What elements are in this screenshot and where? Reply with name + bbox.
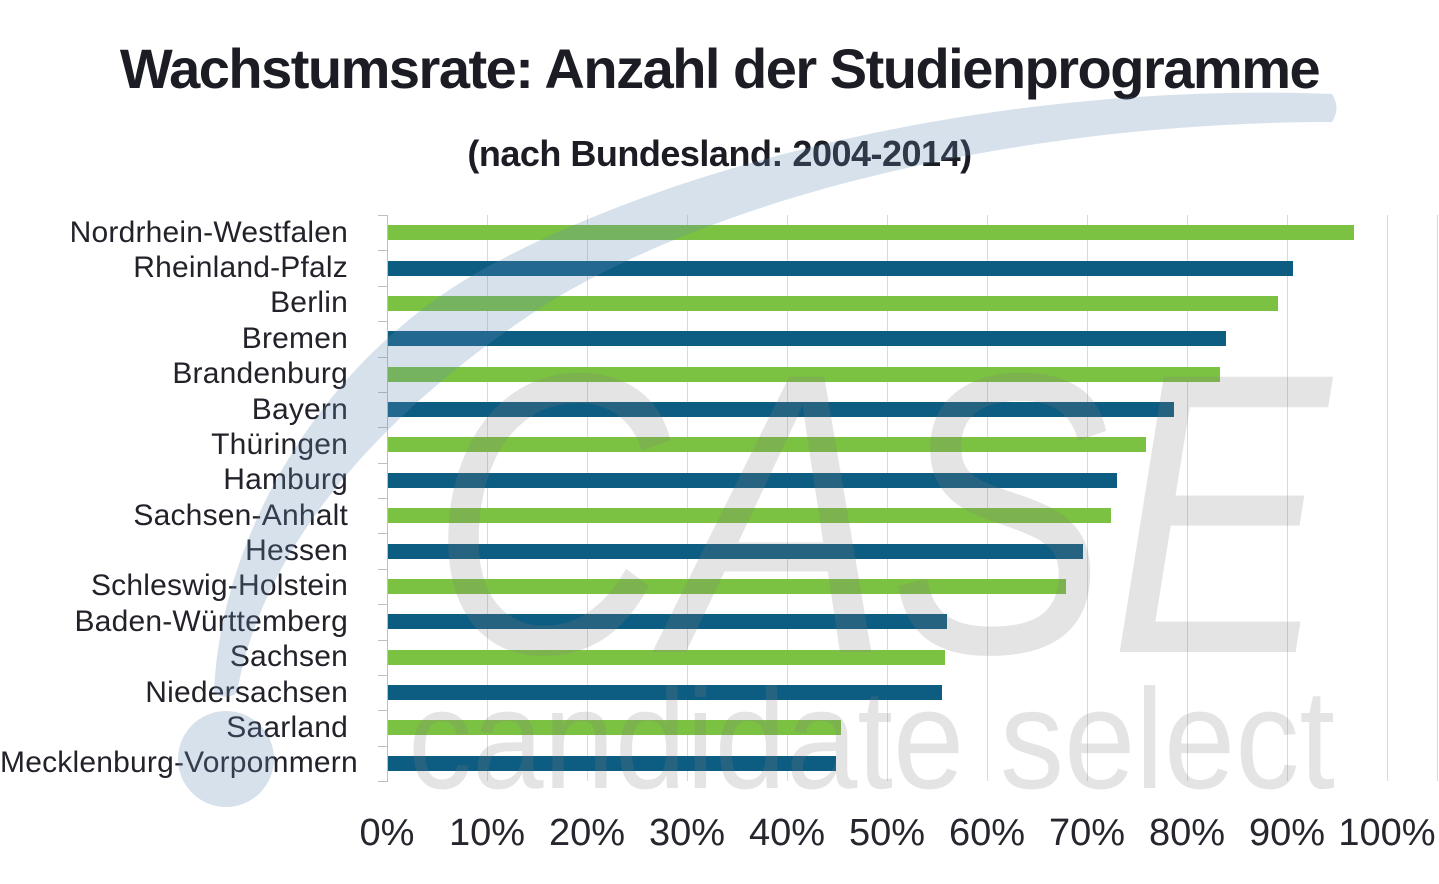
x-tick-label-30: 30% bbox=[648, 812, 726, 854]
plot-right-border bbox=[1437, 215, 1438, 781]
category-label-bayern: Bayern bbox=[251, 393, 348, 426]
gridline-50-percent bbox=[887, 215, 888, 781]
y-axis-tick bbox=[378, 215, 387, 216]
gridline-30-percent bbox=[687, 215, 688, 781]
bar-bayern bbox=[388, 402, 1174, 417]
x-tick-label-70: 70% bbox=[1048, 812, 1126, 854]
gridline-80-percent bbox=[1187, 215, 1188, 781]
bar-brandenburg bbox=[388, 367, 1220, 382]
x-tick-label-0: 0% bbox=[359, 812, 415, 854]
x-tick-label-100: 100% bbox=[1338, 812, 1436, 854]
category-label-baden-württemberg: Baden-Württemberg bbox=[74, 605, 348, 638]
bar-mecklenburg-vorpommern bbox=[388, 756, 836, 771]
x-tick-label-10: 10% bbox=[448, 812, 526, 854]
category-label-sachsen: Sachsen bbox=[229, 640, 348, 673]
category-label-hessen: Hessen bbox=[245, 534, 348, 567]
bar-niedersachsen bbox=[388, 685, 942, 700]
x-tick-label-60: 60% bbox=[948, 812, 1026, 854]
y-axis-tick bbox=[378, 675, 387, 676]
category-label-sachsen-anhalt: Sachsen-Anhalt bbox=[133, 499, 348, 532]
category-label-brandenburg: Brandenburg bbox=[172, 357, 348, 390]
gridline-60-percent bbox=[987, 215, 988, 781]
y-axis-tick bbox=[378, 357, 387, 358]
bar-thüringen bbox=[388, 437, 1146, 452]
category-label-berlin: Berlin bbox=[270, 286, 348, 319]
y-axis-tick bbox=[378, 640, 387, 641]
category-label-thüringen: Thüringen bbox=[211, 428, 348, 461]
category-label-schleswig-holstein: Schleswig-Holstein bbox=[90, 569, 348, 602]
y-axis-tick bbox=[378, 321, 387, 322]
y-axis-tick bbox=[378, 286, 387, 287]
bar-hamburg bbox=[388, 473, 1117, 488]
chart-subtitle: (nach Bundesland: 2004-2014) bbox=[467, 133, 972, 174]
y-axis-tick bbox=[378, 781, 387, 782]
bar-sachsen-anhalt bbox=[388, 508, 1111, 523]
gridline-40-percent bbox=[787, 215, 788, 781]
category-label-bremen: Bremen bbox=[241, 322, 348, 355]
bar-schleswig-holstein bbox=[388, 579, 1066, 594]
x-tick-label-80: 80% bbox=[1148, 812, 1226, 854]
gridline-10-percent bbox=[487, 215, 488, 781]
x-tick-label-40: 40% bbox=[748, 812, 826, 854]
y-axis-tick bbox=[378, 427, 387, 428]
y-axis-tick bbox=[378, 746, 387, 747]
x-tick-label-90: 90% bbox=[1248, 812, 1326, 854]
bar-sachsen bbox=[388, 650, 945, 665]
x-tick-label-50: 50% bbox=[848, 812, 926, 854]
category-label-hamburg: Hamburg bbox=[223, 463, 348, 496]
bar-saarland bbox=[388, 720, 841, 735]
y-axis-tick bbox=[378, 569, 387, 570]
y-axis-tick bbox=[378, 463, 387, 464]
y-axis-tick bbox=[378, 498, 387, 499]
y-axis-tick bbox=[378, 392, 387, 393]
gridline-90-percent bbox=[1287, 215, 1288, 781]
bar-hessen bbox=[388, 544, 1083, 559]
gridline-70-percent bbox=[1087, 215, 1088, 781]
gridline-20-percent bbox=[587, 215, 588, 781]
category-label-mecklenburg-vorpommern: Mecklenburg-Vorpommern bbox=[0, 746, 358, 779]
gridline-100-percent bbox=[1387, 215, 1388, 781]
chart-title: Wachstumsrate: Anzahl der Studienprogram… bbox=[119, 37, 1321, 100]
category-label-nordrhein-westfalen: Nordrhein-Westfalen bbox=[69, 216, 348, 249]
x-tick-label-20: 20% bbox=[548, 812, 626, 854]
bar-nordrhein-westfalen bbox=[388, 225, 1354, 240]
y-axis-tick bbox=[378, 250, 387, 251]
bar-bremen bbox=[388, 331, 1226, 346]
bar-baden-württemberg bbox=[388, 614, 947, 629]
category-label-rheinland-pfalz: Rheinland-Pfalz bbox=[133, 251, 348, 284]
y-axis-tick bbox=[378, 604, 387, 605]
y-axis-tick bbox=[378, 533, 387, 534]
category-label-niedersachsen: Niedersachsen bbox=[145, 676, 348, 709]
bar-berlin bbox=[388, 296, 1278, 311]
category-label-saarland: Saarland bbox=[226, 711, 348, 744]
y-axis-line bbox=[387, 215, 388, 782]
y-axis-tick bbox=[378, 710, 387, 711]
bar-rheinland-pfalz bbox=[388, 261, 1293, 276]
